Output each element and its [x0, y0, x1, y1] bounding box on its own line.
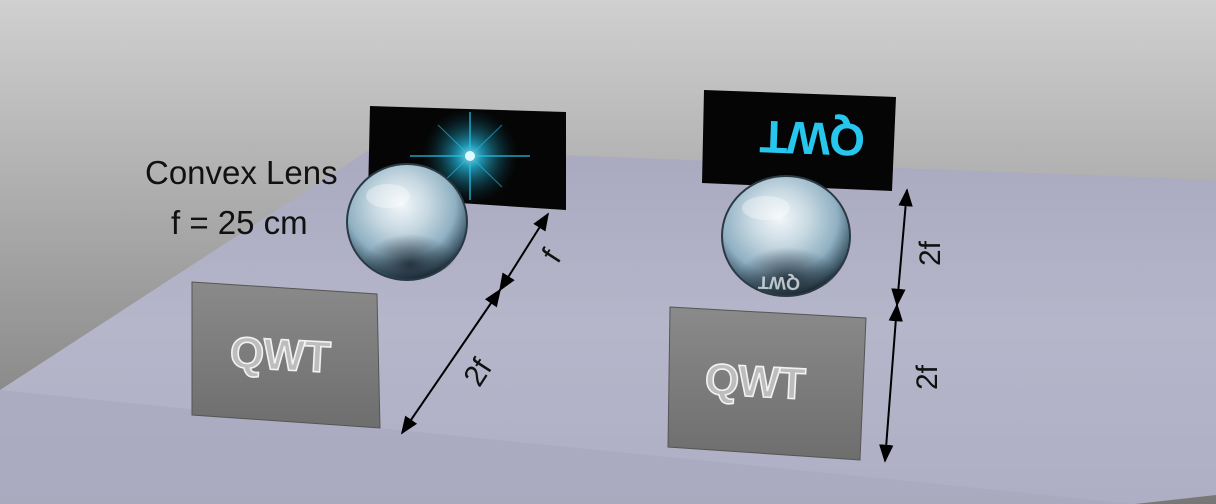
right-object-card: QWT: [667, 306, 867, 461]
right-object-card-text: QWT: [704, 355, 807, 409]
left-object-card-text: QWT: [229, 328, 332, 382]
left-dim-arrow-object-to-lens: [400, 288, 502, 435]
left-object-card: QWT: [191, 281, 381, 429]
right-dim-arrow-object-to-lens: [879, 303, 903, 463]
lens-caption-line2: f = 25 cm: [171, 204, 308, 241]
right-image-card-text: QWT: [759, 111, 866, 167]
lens-caption-line1: Convex Lens: [145, 154, 338, 191]
left-convex-lens: [346, 163, 468, 281]
right-dim-label-2f-lower: 2f: [911, 364, 944, 390]
right-convex-lens: QWT: [721, 175, 851, 297]
right-dim-arrow-lens-to-screen: [891, 188, 913, 307]
right-lens-reflection-text: QWT: [758, 272, 801, 293]
left-dim-arrow-lens-to-screen: [499, 212, 549, 292]
right-dim-label-2f-upper: 2f: [914, 240, 947, 266]
right-screen: QWT: [702, 90, 896, 191]
